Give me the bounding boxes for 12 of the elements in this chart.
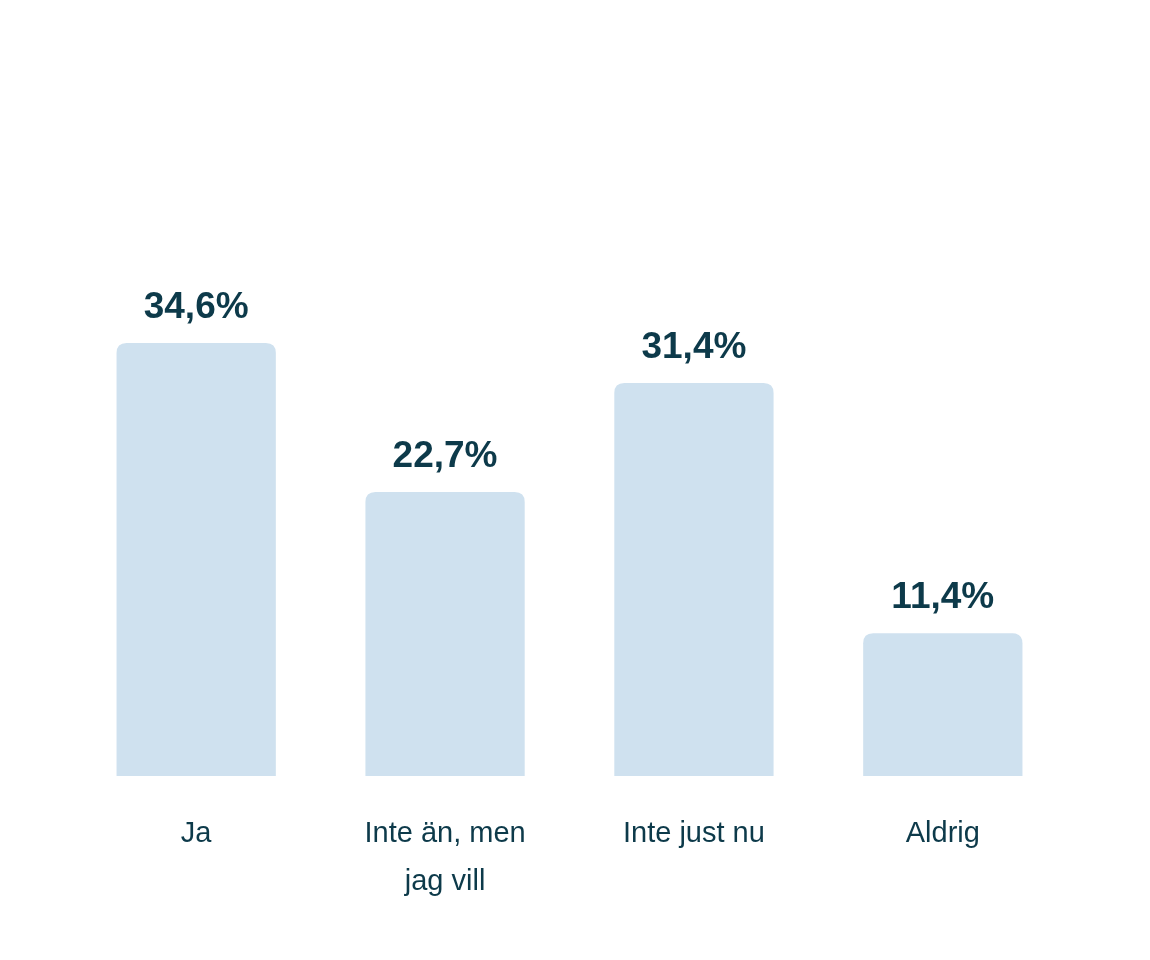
data-label: 11,4%: [891, 575, 995, 617]
x-tick-label: Inte just nu: [623, 816, 765, 848]
x-tick-label: Aldrig: [905, 816, 980, 848]
x-tick-label: Ja: [180, 816, 213, 848]
bar: [614, 383, 774, 776]
bar: [863, 633, 1023, 776]
data-label: 31,4%: [641, 325, 747, 367]
x-tick-label: Inte än, men jag vill: [364, 816, 526, 896]
data-label: 34,6%: [143, 285, 249, 326]
bar: [116, 343, 276, 776]
data-label: 22,7%: [392, 433, 498, 475]
bar: [365, 491, 525, 776]
